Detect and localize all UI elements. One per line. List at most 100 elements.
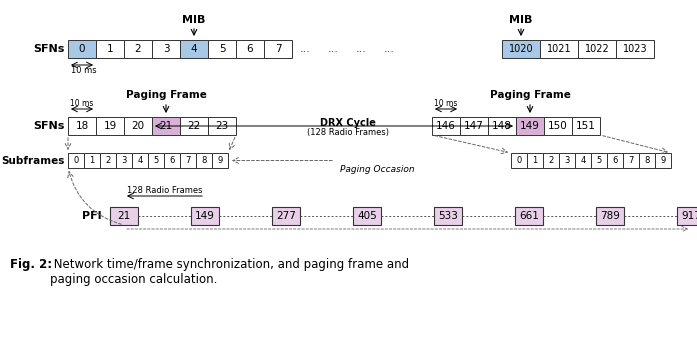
Text: 6: 6 — [612, 156, 618, 165]
Text: 147: 147 — [464, 121, 484, 131]
Text: 7: 7 — [275, 44, 282, 54]
Text: MIB: MIB — [183, 15, 206, 25]
Bar — [432, 117, 460, 135]
Text: 7: 7 — [628, 156, 634, 165]
Bar — [515, 207, 543, 225]
Text: 151: 151 — [576, 121, 596, 131]
Bar — [68, 40, 96, 58]
Bar — [616, 40, 654, 58]
Bar — [208, 117, 236, 135]
Bar — [575, 153, 591, 168]
Bar — [164, 153, 180, 168]
Bar — [236, 40, 264, 58]
Text: 149: 149 — [195, 211, 215, 221]
Text: 148: 148 — [492, 121, 512, 131]
Bar — [110, 207, 138, 225]
Bar — [655, 153, 671, 168]
Text: 1: 1 — [107, 44, 114, 54]
Text: 405: 405 — [357, 211, 377, 221]
Text: 20: 20 — [132, 121, 144, 131]
Text: 149: 149 — [520, 121, 540, 131]
Text: 128 Radio Frames: 128 Radio Frames — [127, 186, 202, 195]
Text: 0: 0 — [79, 44, 85, 54]
Bar — [208, 40, 236, 58]
Text: 6: 6 — [169, 156, 175, 165]
Text: ...: ... — [328, 44, 339, 54]
Text: ...: ... — [300, 44, 311, 54]
Text: 19: 19 — [103, 121, 116, 131]
Bar — [353, 207, 381, 225]
Bar — [596, 207, 624, 225]
Bar — [96, 40, 124, 58]
Text: (128 Radio Frames): (128 Radio Frames) — [307, 127, 389, 137]
Text: 4: 4 — [137, 156, 143, 165]
Text: 2: 2 — [105, 156, 111, 165]
Bar — [639, 153, 655, 168]
Text: 9: 9 — [217, 156, 222, 165]
Bar — [196, 153, 212, 168]
Text: 3: 3 — [162, 44, 169, 54]
Text: 1021: 1021 — [546, 44, 572, 54]
Text: ...: ... — [356, 44, 367, 54]
Text: 7: 7 — [185, 156, 191, 165]
Text: 5: 5 — [153, 156, 159, 165]
Bar — [511, 153, 527, 168]
Text: 789: 789 — [600, 211, 620, 221]
Text: Paging Frame: Paging Frame — [125, 90, 206, 100]
Text: 277: 277 — [276, 211, 296, 221]
Text: 146: 146 — [436, 121, 456, 131]
Bar — [502, 40, 540, 58]
Text: Paging Occasion: Paging Occasion — [340, 164, 415, 174]
Text: 22: 22 — [187, 121, 201, 131]
Text: PFI: PFI — [82, 211, 102, 221]
Bar — [488, 117, 516, 135]
Bar — [434, 207, 462, 225]
Text: SFNs: SFNs — [33, 121, 65, 131]
Bar — [180, 153, 196, 168]
Text: 2: 2 — [135, 44, 141, 54]
Text: 10 ms: 10 ms — [434, 99, 458, 108]
Bar — [559, 153, 575, 168]
Text: 8: 8 — [201, 156, 207, 165]
Bar — [272, 207, 300, 225]
Bar — [124, 40, 152, 58]
Bar — [68, 117, 96, 135]
Bar — [84, 153, 100, 168]
Bar — [96, 117, 124, 135]
Text: 1023: 1023 — [622, 44, 648, 54]
Bar — [460, 117, 488, 135]
Bar — [180, 117, 208, 135]
Bar — [68, 153, 84, 168]
Bar — [578, 40, 616, 58]
Bar — [152, 117, 180, 135]
Text: DRX Cycle: DRX Cycle — [320, 118, 376, 128]
Text: 8: 8 — [644, 156, 650, 165]
Text: MIB: MIB — [510, 15, 533, 25]
Bar — [124, 117, 152, 135]
Bar — [516, 117, 544, 135]
Text: 4: 4 — [191, 44, 197, 54]
Text: 1: 1 — [89, 156, 95, 165]
Text: 10 ms: 10 ms — [70, 99, 93, 108]
Text: 661: 661 — [519, 211, 539, 221]
Text: 150: 150 — [548, 121, 568, 131]
Bar — [100, 153, 116, 168]
Bar — [527, 153, 543, 168]
Bar — [212, 153, 228, 168]
Text: Fig. 2:: Fig. 2: — [10, 258, 52, 271]
Text: 0: 0 — [73, 156, 79, 165]
Bar — [543, 153, 559, 168]
Bar — [544, 117, 572, 135]
Text: 1020: 1020 — [509, 44, 533, 54]
Text: 23: 23 — [215, 121, 229, 131]
Text: ...: ... — [384, 44, 395, 54]
Text: 10 ms: 10 ms — [71, 66, 97, 75]
Text: 21: 21 — [117, 211, 130, 221]
Bar — [572, 117, 600, 135]
Bar — [677, 207, 697, 225]
Bar — [591, 153, 607, 168]
Bar — [180, 40, 208, 58]
Bar — [264, 40, 292, 58]
Text: SFNs: SFNs — [33, 44, 65, 54]
Text: 6: 6 — [247, 44, 253, 54]
